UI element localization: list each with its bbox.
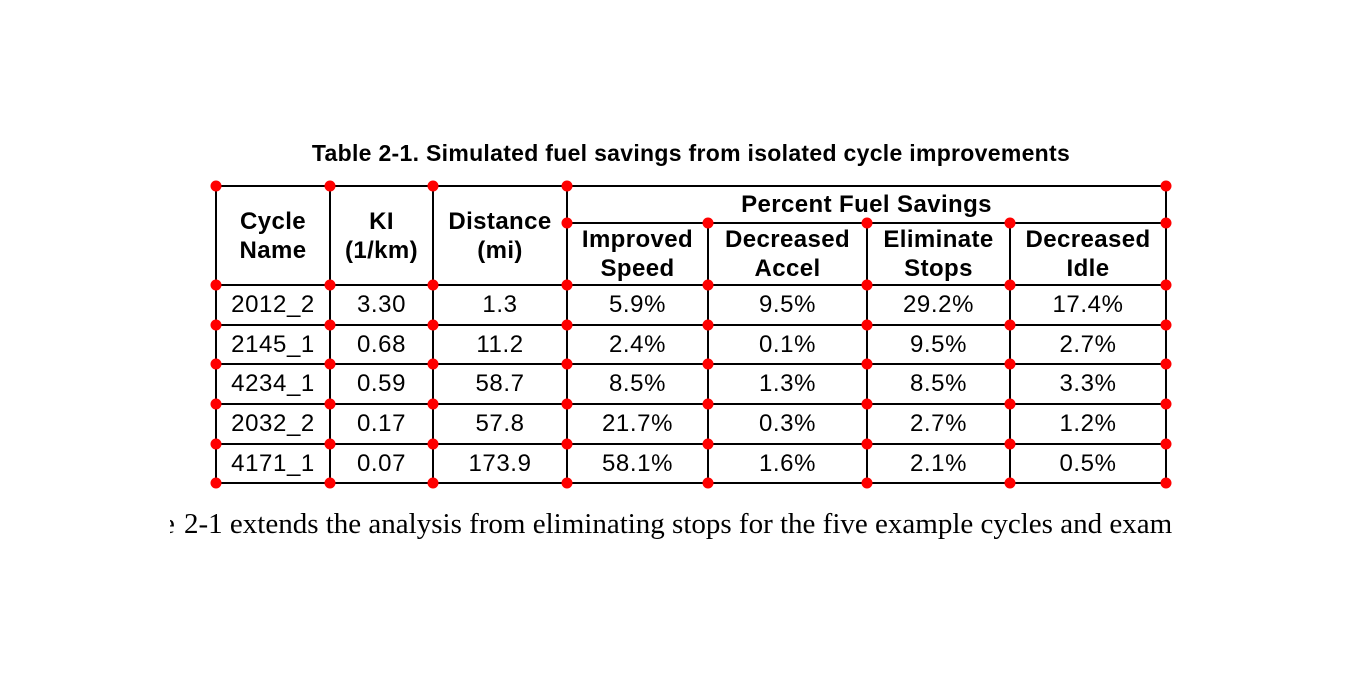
- table-caption: Table 2-1. Simulated fuel savings from i…: [311, 140, 1071, 166]
- header-line: (mi): [477, 236, 523, 264]
- col-header-distance: Distance (mi): [432, 185, 568, 286]
- table-cell: 0.1%: [707, 324, 868, 365]
- table-cell: 21.7%: [566, 403, 709, 445]
- table-cell: 3.30: [329, 284, 434, 326]
- table-cell: 0.3%: [707, 403, 868, 445]
- col-header-decreased-idle: Decreased Idle: [1008, 222, 1168, 286]
- table-cell: 17.4%: [1008, 284, 1168, 326]
- header-line: Speed: [600, 255, 675, 282]
- col-header-ki: KI (1/km): [329, 185, 434, 286]
- header-line: Name: [239, 236, 307, 264]
- table-cell: 58.1%: [566, 443, 709, 484]
- table-cell: 0.17: [329, 403, 434, 445]
- header-line: Decreased: [1025, 226, 1151, 253]
- header-line: Eliminate: [883, 226, 994, 253]
- table-row: 2032_2 0.17 57.8 21.7% 0.3% 2.7% 1.2%: [215, 403, 1168, 445]
- table-row: 2012_2 3.30 1.3 5.9% 9.5% 29.2% 17.4%: [215, 284, 1168, 326]
- table-cell: 8.5%: [866, 363, 1011, 405]
- table-cell: 57.8: [432, 403, 568, 445]
- table-cell: 0.07: [329, 443, 434, 484]
- table-cell: 2.7%: [1008, 324, 1168, 365]
- col-header-decreased-accel: Decreased Accel: [707, 222, 868, 286]
- table-cell: 1.3%: [707, 363, 868, 405]
- table-row: 4171_1 0.07 173.9 58.1% 1.6% 2.1% 0.5%: [215, 443, 1168, 484]
- table-cell: 0.68: [329, 324, 434, 365]
- table-row: 4234_1 0.59 58.7 8.5% 1.3% 8.5% 3.3%: [215, 363, 1168, 405]
- table-cell: 2.7%: [866, 403, 1011, 445]
- table-cell: 29.2%: [866, 284, 1011, 326]
- fuel-savings-table: Cycle Name KI (1/km) Distance (mi) Perce…: [215, 185, 1168, 484]
- header-row-2: Improved Speed Decreased Accel Eliminate…: [216, 222, 1168, 286]
- table-cell: 2.4%: [566, 324, 709, 365]
- header-line: Distance: [448, 207, 552, 235]
- table-cell: 173.9: [432, 443, 568, 484]
- table-cell: 2145_1: [215, 324, 331, 365]
- table-cell: 1.3: [432, 284, 568, 326]
- header-line: Decreased: [724, 226, 851, 253]
- col-header-cycle-name: Cycle Name: [215, 185, 331, 286]
- table-cell: 4234_1: [215, 363, 331, 405]
- table-cell: 9.5%: [707, 284, 868, 326]
- table-cell: 5.9%: [566, 284, 709, 326]
- table-cell: 0.59: [329, 363, 434, 405]
- col-header-eliminate-stops: Eliminate Stops: [866, 222, 1011, 286]
- table-cell: 2032_2: [215, 403, 331, 445]
- header-line: Improved: [581, 226, 694, 253]
- table-cell: 2.1%: [866, 443, 1011, 484]
- table-cell: 58.7: [432, 363, 568, 405]
- table-cell: 1.6%: [707, 443, 868, 484]
- header-line: Cycle: [239, 207, 307, 235]
- table-cell: 9.5%: [866, 324, 1011, 365]
- header-line: KI: [369, 207, 394, 235]
- table-cell: 0.5%: [1008, 443, 1168, 484]
- header-line: Idle: [1066, 255, 1110, 282]
- table-row: 2145_1 0.68 11.2 2.4% 0.1% 9.5% 2.7%: [215, 324, 1168, 365]
- header-row-1: Cycle Name KI (1/km) Distance (mi) Perce…: [215, 185, 1168, 286]
- clipped-char-fragment: e: [170, 508, 176, 541]
- col-header-percent-fuel-savings: Percent Fuel Savings: [565, 185, 1168, 224]
- body-text-line: e 2-1 extends the analysis from eliminati…: [170, 508, 1172, 541]
- clipped-char: e: [170, 508, 175, 541]
- table-cell: 2012_2: [215, 284, 331, 326]
- body-text: 2-1 extends the analysis from eliminatin…: [184, 508, 1173, 540]
- header-line: (1/km): [344, 236, 419, 264]
- header-line: Accel: [754, 255, 821, 282]
- table-cell: 8.5%: [566, 363, 709, 405]
- col-header-improved-speed: Improved Speed: [566, 222, 709, 286]
- header-line: Stops: [904, 255, 973, 282]
- table-cell: 11.2: [432, 324, 568, 365]
- table-cell: 3.3%: [1008, 363, 1168, 405]
- table-cell: 4171_1: [215, 443, 331, 484]
- table-cell: 1.2%: [1008, 403, 1168, 445]
